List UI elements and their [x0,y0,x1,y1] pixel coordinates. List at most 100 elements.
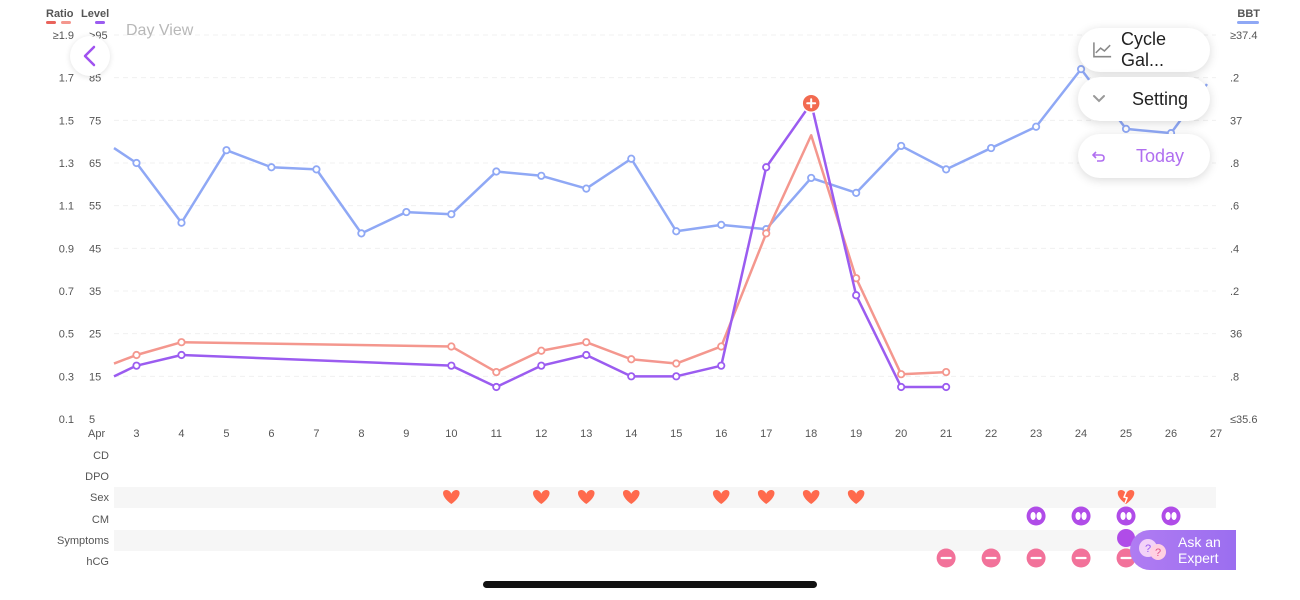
level-tick-label: 15 [89,371,101,383]
heart-icon [757,490,775,504]
day-tick-label: 10 [445,428,457,440]
level-legend-label: Level [81,8,109,20]
day-tick-label: 5 [223,428,229,440]
bbt-point [177,218,186,227]
level-series-line [113,102,947,389]
ratio-point [762,229,771,238]
row-label-cm: CM [92,514,109,526]
bbt-tick-label: .8 [1230,158,1239,170]
level-point [852,291,861,300]
ratio-legend-label: Ratio [46,8,74,20]
cm-drop [1030,512,1036,520]
bbt-point [447,210,456,219]
ratio-tick-label: 0.1 [59,414,74,426]
level-tick-label: 55 [89,201,101,213]
bbt-point [492,167,501,176]
day-tick-label: 7 [313,428,319,440]
level-point [942,382,951,392]
bbt-point [627,154,636,163]
ratio-point [447,342,456,351]
heart-crack [1123,491,1129,504]
bbt-tick-label: .2 [1230,286,1239,298]
day-tick-label: 23 [1030,428,1042,440]
bbt-point [1121,124,1131,133]
bbt-tick-label: ≤35.6 [1230,414,1257,426]
heart-icon [578,490,595,504]
cycle-gallery-label: Cycle Gal... [1121,29,1167,70]
day-tick-label: 16 [715,428,727,440]
bbt-point [717,220,726,229]
cm-icon [1161,506,1181,526]
row-label-dpo: DPO [85,471,109,483]
ratio-point [537,346,546,355]
today-button[interactable]: Today [1078,134,1210,178]
chat-question-icon: ? ? [1139,539,1166,560]
bbt-point [312,165,321,174]
level-point [582,350,591,360]
ratio-tick-label: 0.9 [59,243,74,255]
heart-icon [712,490,730,504]
heart-icon [802,490,820,504]
ratio-tick-label: ≥1.9 [53,30,74,42]
bbt-point [987,143,996,153]
cm-drop [1081,512,1087,520]
level-point [627,372,636,381]
back-button[interactable] [70,36,110,76]
month-label: Apr [88,428,105,440]
row-band [114,487,1216,508]
level-tick-label: 45 [89,243,101,255]
bbt-legend-label: BBT [1237,8,1260,20]
heart-icon [443,490,460,504]
bbt-point [402,207,411,217]
cm-icon [1116,506,1136,526]
day-tick-label: 27 [1210,428,1222,440]
ratio-point [177,338,186,347]
ratio-point [582,338,591,347]
bbt-series-line [113,67,1209,235]
bbt-point [672,227,681,236]
ratio-swatch-light [61,21,71,24]
level-tick-label: 35 [89,286,101,298]
ratio-point [942,367,951,377]
ratio-tick-label: 1.5 [59,115,74,127]
ratio-point [132,350,141,360]
ratio-tick-label: 1.3 [59,158,74,170]
row-label-sex: Sex [90,492,109,504]
day-tick-label: 13 [580,428,592,440]
day-tick-label: 12 [535,428,547,440]
day-tick-label: 9 [403,428,409,440]
row-label-cd: CD [93,450,109,462]
bbt-point [537,171,546,180]
level-swatch [95,21,105,24]
level-point [132,361,141,370]
bbt-tick-label: .2 [1230,73,1239,85]
ratio-point [627,355,636,364]
heart-icon [847,490,865,504]
level-tick-label: 75 [89,115,101,127]
ratio-tick-label: 0.7 [59,286,74,298]
bbt-point [852,188,861,197]
ask-expert-button[interactable]: ? ? Ask an Expert [1130,530,1236,570]
bbt-point [582,184,591,193]
day-tick-label: 18 [805,428,817,440]
level-point [717,361,726,370]
level-point [492,382,501,392]
bbt-tick-label: .8 [1230,371,1239,383]
row-label-hcg: hCG [86,556,109,568]
day-tick-label: 22 [985,428,997,440]
day-tick-label: 20 [895,428,907,440]
bbt-swatch [1237,21,1259,24]
ratio-point [897,370,906,379]
home-indicator [483,581,817,588]
cm-icon [1071,506,1091,526]
bbt-point [1076,65,1086,74]
day-tick-label: 4 [178,428,184,440]
ratio-tick-label: 0.3 [59,371,74,383]
level-point [447,361,456,370]
setting-button[interactable]: Setting [1078,77,1210,121]
cycle-gallery-button[interactable]: Cycle Gal... [1078,28,1210,72]
peak-marker-plus [806,98,817,109]
level-tick-label: 25 [89,329,101,341]
cm-drop [1165,512,1171,520]
